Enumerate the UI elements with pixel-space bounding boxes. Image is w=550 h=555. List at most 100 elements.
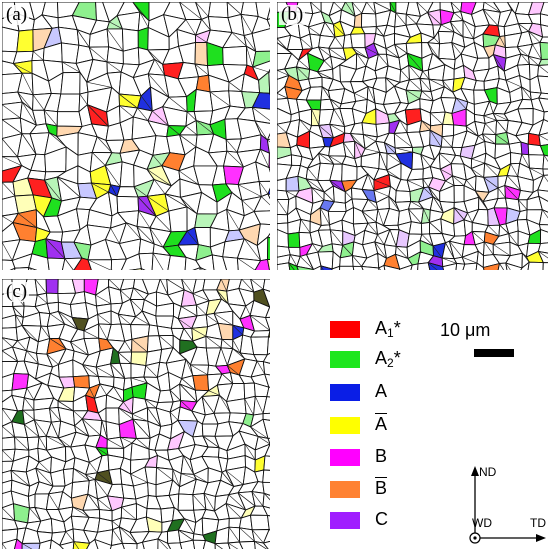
grain bbox=[139, 253, 153, 270]
grain bbox=[131, 364, 146, 378]
grain bbox=[193, 375, 209, 391]
grain bbox=[540, 42, 548, 59]
legend-item-a-bar: A bbox=[330, 414, 430, 436]
panel-label-a: (a) bbox=[4, 5, 29, 25]
legend-item-a2-star: A2* bbox=[330, 348, 430, 370]
legend-subscript: 1 bbox=[387, 326, 394, 340]
axes-arrows-icon bbox=[458, 460, 550, 550]
grain bbox=[117, 196, 139, 212]
grain bbox=[288, 232, 300, 247]
grain bbox=[132, 336, 149, 352]
grain bbox=[409, 209, 424, 224]
grain bbox=[421, 222, 429, 234]
ebsd-map-c: (c) bbox=[2, 279, 270, 549]
grain bbox=[195, 42, 208, 65]
legend-subscript: 2 bbox=[387, 356, 394, 370]
legend-swatch bbox=[330, 481, 360, 498]
coordinate-axes: ND WD TD bbox=[458, 460, 550, 550]
grain bbox=[2, 437, 15, 450]
legend-letter: B bbox=[375, 478, 387, 498]
grain bbox=[395, 13, 407, 27]
grain bbox=[28, 494, 35, 508]
grain bbox=[138, 28, 148, 50]
axis-label-wd: WD bbox=[472, 516, 492, 530]
grain bbox=[228, 527, 239, 543]
grain bbox=[148, 483, 157, 497]
legend-star: * bbox=[394, 318, 401, 338]
grain bbox=[277, 214, 288, 223]
grain bbox=[493, 242, 510, 256]
legend-swatch bbox=[330, 512, 360, 529]
grain bbox=[61, 72, 80, 94]
grain bbox=[521, 142, 529, 155]
grain bbox=[123, 48, 139, 65]
grain bbox=[57, 112, 82, 127]
grain bbox=[122, 543, 137, 549]
grain bbox=[442, 124, 454, 136]
grain bbox=[46, 279, 58, 294]
grain bbox=[58, 94, 80, 112]
legend-star: * bbox=[394, 348, 401, 368]
legend-item-b-bar: B bbox=[330, 478, 430, 500]
grain bbox=[263, 470, 270, 483]
legend-item-b: B bbox=[330, 446, 430, 468]
ebsd-map-a: (a) bbox=[2, 2, 270, 270]
legend-swatch bbox=[330, 351, 360, 368]
grain bbox=[484, 242, 494, 256]
grain bbox=[543, 263, 548, 270]
legend-swatch bbox=[330, 417, 360, 434]
legend-swatch bbox=[330, 449, 360, 466]
grain bbox=[409, 222, 422, 235]
panel-label-b: (b) bbox=[279, 5, 305, 25]
legend-item-a1-star: A1* bbox=[330, 318, 430, 340]
scale-bar-label: 10 μm bbox=[440, 320, 490, 341]
ebsd-map-b: (b) bbox=[277, 2, 548, 270]
grain bbox=[22, 543, 40, 549]
grain bbox=[47, 293, 59, 303]
grain bbox=[543, 169, 548, 176]
grain bbox=[529, 155, 544, 169]
grain bbox=[240, 541, 257, 549]
legend-letter: A bbox=[375, 414, 387, 434]
legend-swatch bbox=[330, 384, 360, 401]
grain bbox=[17, 30, 33, 52]
grain bbox=[251, 337, 269, 355]
grain bbox=[169, 207, 187, 232]
grain bbox=[208, 2, 228, 18]
grain bbox=[309, 77, 323, 87]
grain bbox=[541, 230, 549, 244]
axis-label-nd: ND bbox=[479, 465, 496, 479]
scale-bar bbox=[474, 349, 514, 357]
grain bbox=[178, 494, 194, 510]
grain bbox=[277, 179, 286, 192]
legend-letter: A bbox=[375, 318, 387, 338]
grain bbox=[264, 456, 270, 471]
grain bbox=[251, 331, 270, 338]
axis-label-td: TD bbox=[530, 516, 546, 530]
grain-map-a bbox=[2, 2, 270, 270]
grain bbox=[268, 237, 271, 261]
grain bbox=[48, 258, 65, 270]
legend-swatch bbox=[330, 321, 360, 338]
grain bbox=[251, 515, 270, 530]
grain bbox=[527, 262, 544, 270]
legend-letter: A bbox=[375, 348, 387, 368]
grain bbox=[269, 153, 270, 168]
grain bbox=[120, 162, 134, 187]
grain bbox=[538, 65, 548, 78]
panel-label-c: (c) bbox=[4, 282, 29, 302]
grain bbox=[286, 176, 299, 191]
legend-letter: C bbox=[375, 509, 388, 529]
legend-letter: A bbox=[375, 381, 387, 401]
grain bbox=[396, 191, 411, 203]
grain bbox=[73, 376, 89, 388]
grain bbox=[454, 185, 464, 202]
grain-map-b bbox=[277, 2, 548, 270]
grain bbox=[51, 470, 66, 487]
grain bbox=[342, 164, 357, 181]
grain bbox=[362, 13, 377, 27]
grain bbox=[2, 27, 19, 52]
grain bbox=[167, 256, 186, 271]
grain bbox=[351, 34, 366, 48]
grain bbox=[12, 374, 29, 391]
